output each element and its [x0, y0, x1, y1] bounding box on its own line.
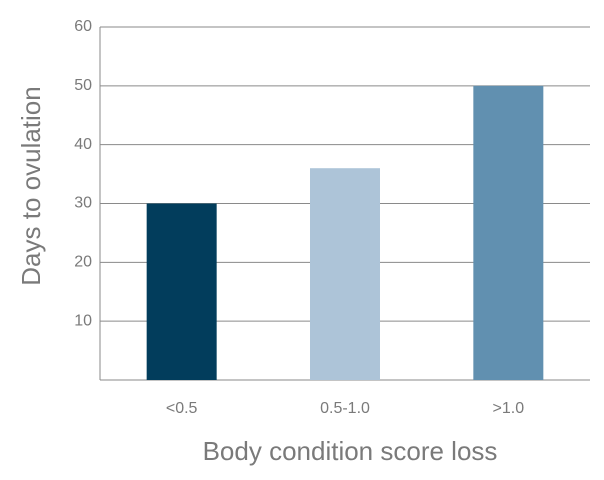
- y-tick-label: 60: [74, 18, 92, 35]
- y-axis-title: Days to ovulation: [16, 86, 46, 285]
- y-tick-label: 50: [74, 77, 92, 94]
- y-tick-label: 30: [74, 195, 92, 212]
- bar: [146, 203, 217, 380]
- x-tick-label: <0.5: [166, 400, 198, 417]
- bar: [310, 168, 380, 380]
- y-tick-label: 10: [74, 312, 92, 329]
- x-axis-title: Body condition score loss: [203, 436, 498, 466]
- y-tick-label: 40: [74, 136, 92, 153]
- y-tick-label: 20: [74, 254, 92, 271]
- x-tick-label: >1.0: [493, 400, 525, 417]
- bar: [473, 85, 544, 380]
- x-tick-label: 0.5-1.0: [320, 400, 370, 417]
